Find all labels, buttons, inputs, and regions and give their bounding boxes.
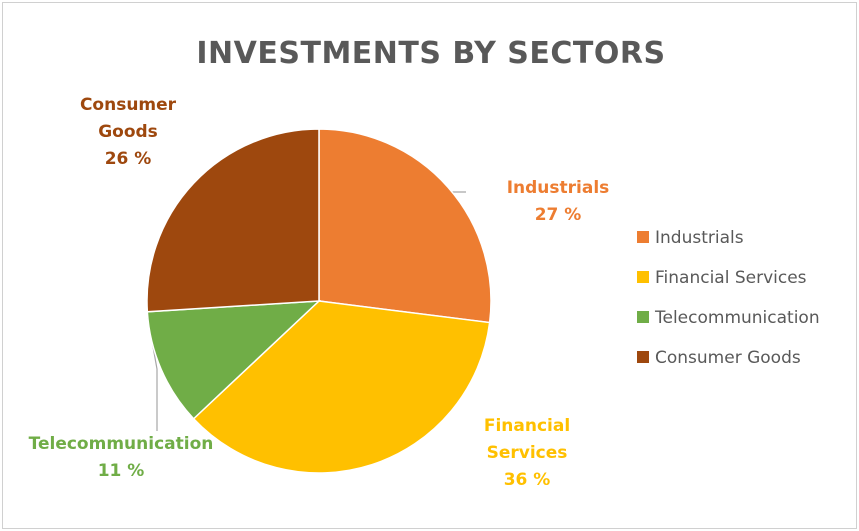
legend-label-telecommunication: Telecommunication (654, 308, 820, 328)
legend-item-telecommunication: Telecommunication (637, 308, 820, 328)
pie-slice-industrials (318, 128, 492, 324)
legend-swatch-financial-services (637, 271, 649, 283)
slice-label-financial-services-line-1: Financial (484, 416, 570, 436)
legend-label-consumer-goods: Consumer Goods (655, 348, 801, 368)
slice-label-financial-services-line-2: Services (487, 443, 568, 463)
slice-value-telecommunication: 11 % (98, 461, 145, 481)
pie-slice-consumer-goods (146, 128, 320, 313)
pie-slice-telecommunication (146, 300, 322, 420)
slice-label-industrials: Industrials (507, 178, 610, 198)
slice-labels: Industrials 27 % Financial Services 36 % Tele… (29, 95, 610, 490)
slice-value-industrials: 27 % (535, 205, 582, 225)
legend-item-consumer-goods: Consumer Goods (637, 348, 801, 368)
legend: Industrials Financial Services Telecommuni… (637, 228, 820, 368)
chart-title: INVESTMENTS BY SECTORS (196, 36, 665, 71)
slice-label-consumer-goods-line-1: Consumer (80, 95, 177, 115)
slice-value-consumer-goods: 26 % (105, 149, 152, 169)
slice-value-financial-services: 36 % (504, 470, 551, 490)
legend-label-financial-services: Financial Services (655, 268, 807, 288)
slice-label-telecommunication: Telecommunication (29, 434, 214, 454)
slice-label-consumer-goods-line-2: Goods (98, 122, 158, 142)
pie-slices (146, 128, 492, 474)
legend-label-industrials: Industrials (655, 228, 744, 248)
legend-swatch-telecommunication (637, 311, 649, 323)
legend-item-financial-services: Financial Services (637, 268, 807, 288)
legend-swatch-consumer-goods (637, 351, 649, 363)
legend-item-industrials: Industrials (637, 228, 744, 248)
pie-slice-financial-services (192, 300, 491, 474)
legend-swatch-industrials (637, 231, 649, 243)
pie-chart: INVESTMENTS BY SECTORS Industrials 27 % Fi… (29, 36, 820, 490)
